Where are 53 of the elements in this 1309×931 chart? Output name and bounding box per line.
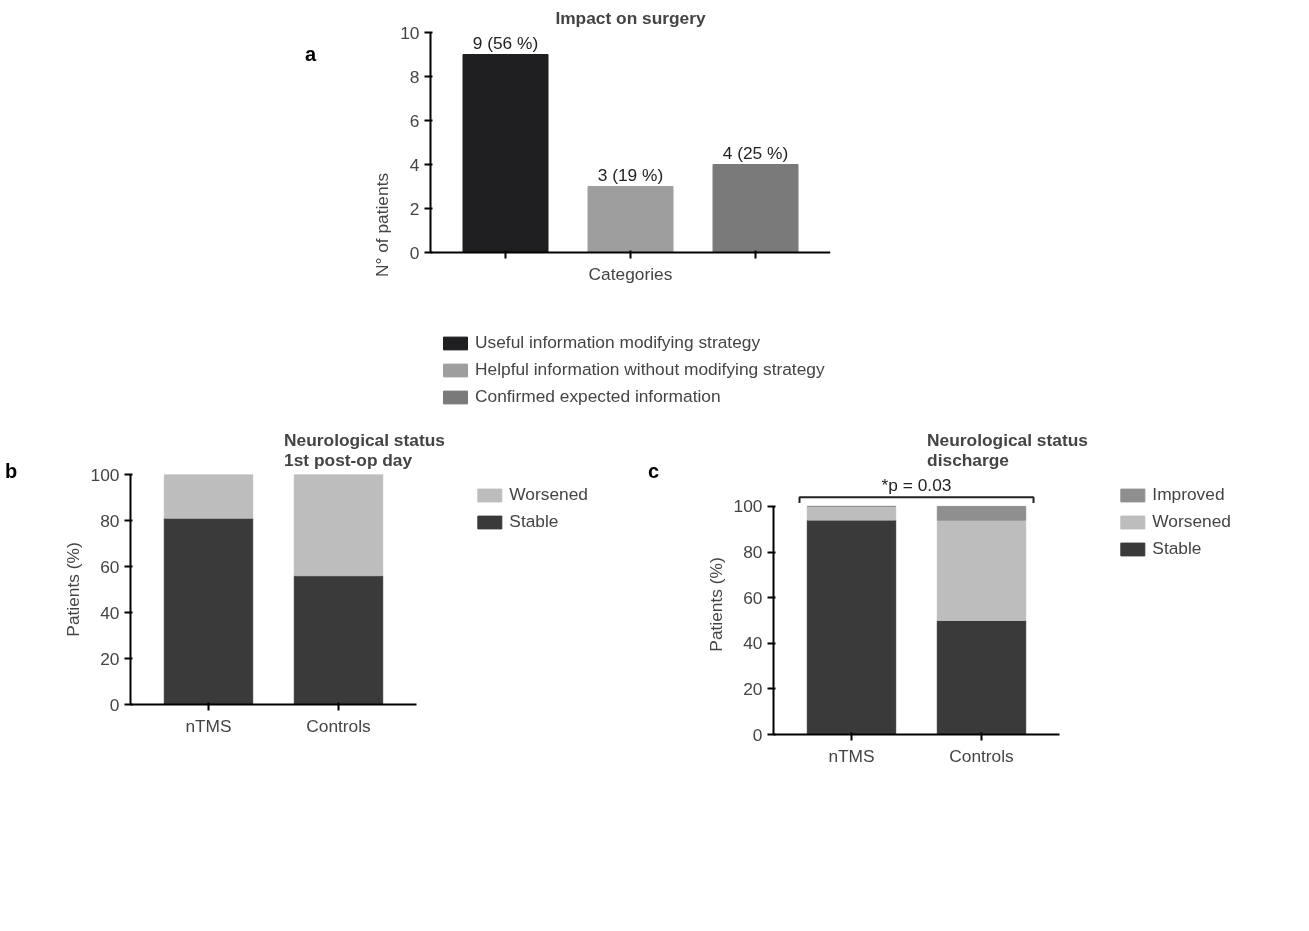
legend-label: Improved <box>1152 484 1225 505</box>
bar <box>936 519 1027 621</box>
x-tick-label: nTMS <box>828 745 875 766</box>
data-label: 3 (19 %) <box>597 164 664 185</box>
y-axis-title: N° of patients <box>372 172 393 278</box>
text: a <box>305 42 317 67</box>
y-tick-label: 60 <box>100 556 120 577</box>
y-axis-title: Patients (%) <box>62 542 83 637</box>
bar <box>936 619 1027 735</box>
text: *p = 0.03 <box>881 475 952 496</box>
bar <box>163 474 254 519</box>
y-tick-label: 100 <box>90 464 120 485</box>
x-tick-label: nTMS <box>185 715 232 736</box>
x-tick-label: Controls <box>306 715 372 736</box>
y-tick-label: 60 <box>743 587 763 608</box>
y-tick-label: 80 <box>100 510 120 531</box>
data-label: 4 (25 %) <box>722 142 789 163</box>
y-tick-label: 100 <box>733 496 763 517</box>
bar <box>163 517 254 705</box>
text: b <box>5 459 18 484</box>
chart-title: Neurological status discharge <box>927 429 1088 470</box>
legend-label: Helpful information without modifying strategy <box>475 359 825 380</box>
legend-label: Stable <box>509 511 559 532</box>
y-tick-label: 4 <box>409 154 420 175</box>
x-axis-title: Categories <box>588 263 673 284</box>
x-tick-label: Controls <box>949 745 1015 766</box>
legend-label: Confirmed expected information <box>475 386 721 407</box>
y-tick-label: 2 <box>409 198 420 219</box>
y-tick-label: 0 <box>409 242 420 263</box>
bar <box>936 505 1027 521</box>
bar <box>293 474 384 577</box>
legend-label: Worsened <box>1152 511 1231 532</box>
y-tick-label: 40 <box>100 602 120 623</box>
bar <box>806 505 897 521</box>
y-tick-label: 80 <box>743 542 763 563</box>
legend-label: Worsened <box>509 484 588 505</box>
y-tick-label: 8 <box>409 66 420 87</box>
text: c <box>648 459 660 484</box>
legend-label: Useful information modifying strategy <box>475 332 761 353</box>
data-label: 9 (56 %) <box>472 32 539 53</box>
y-tick-label: 0 <box>752 724 763 745</box>
y-axis-title: Patients (%) <box>705 557 726 652</box>
y-tick-label: 6 <box>409 110 420 131</box>
bar <box>806 519 897 735</box>
chart-title: Neurological status 1st post-op day <box>284 429 445 470</box>
legend-label: Stable <box>1152 538 1202 559</box>
chart-title: Impact on surgery <box>555 7 706 28</box>
y-tick-label: 20 <box>100 648 120 669</box>
y-tick-label: 0 <box>109 694 120 715</box>
y-tick-label: 20 <box>743 678 763 699</box>
bar <box>293 575 384 705</box>
y-tick-label: 10 <box>400 22 420 43</box>
y-tick-label: 40 <box>743 633 763 654</box>
